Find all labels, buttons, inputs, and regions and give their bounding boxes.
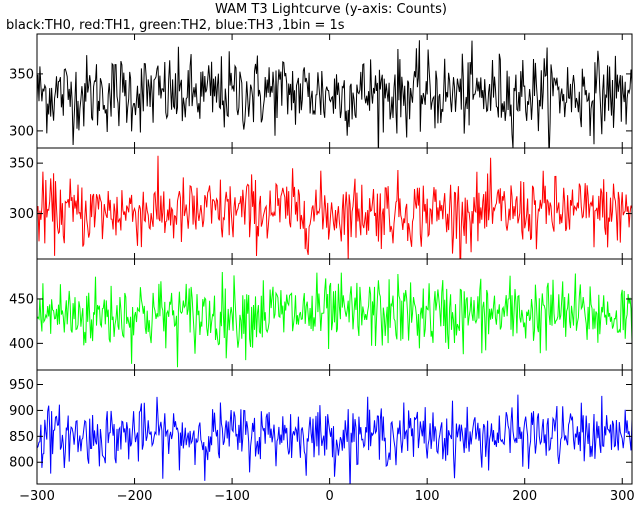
y-tick-label: 450 [9,292,34,307]
series-line-th0 [37,40,632,148]
series-line-th1 [37,155,632,259]
y-tick-label: 300 [9,207,34,222]
y-tick-label: 900 [9,404,34,419]
series-line-th3 [37,394,632,484]
x-tick-label: 0 [325,489,333,504]
y-tick-label: 350 [9,157,34,172]
series-line-th2 [37,271,632,368]
x-tick-label: 300 [610,489,635,504]
chart-title: WAM T3 Lightcurve (y-axis: Counts) [215,2,447,17]
panels-layer: 300 350 300 350 400 450 800 850 900 950 [9,33,633,485]
y-tick-label: 850 [9,430,34,445]
panel-th2: 400 450 [9,258,633,371]
y-tick-label: 350 [9,67,34,82]
x-tick-label: −100 [214,489,250,504]
chart-subtitle: black:TH0, red:TH1, green:TH2, blue:TH3 … [6,18,345,33]
panel-th1: 300 350 [9,147,633,260]
panel-frame [36,147,633,260]
x-tick-label: −300 [19,489,55,504]
x-axis: −300 −200 −100 0 100 200 300 [19,489,635,504]
y-tick-label: 950 [9,378,34,393]
panel-th0: 300 350 [9,33,633,149]
y-tick-label: 800 [9,456,34,471]
x-tick-label: 200 [512,489,537,504]
x-tick-label: 100 [415,489,440,504]
y-tick-label: 400 [9,337,34,352]
x-tick-label: −200 [117,489,153,504]
panel-frame [36,369,633,485]
y-tick-label: 300 [9,124,34,139]
panel-th3: 800 850 900 950 [9,369,633,485]
